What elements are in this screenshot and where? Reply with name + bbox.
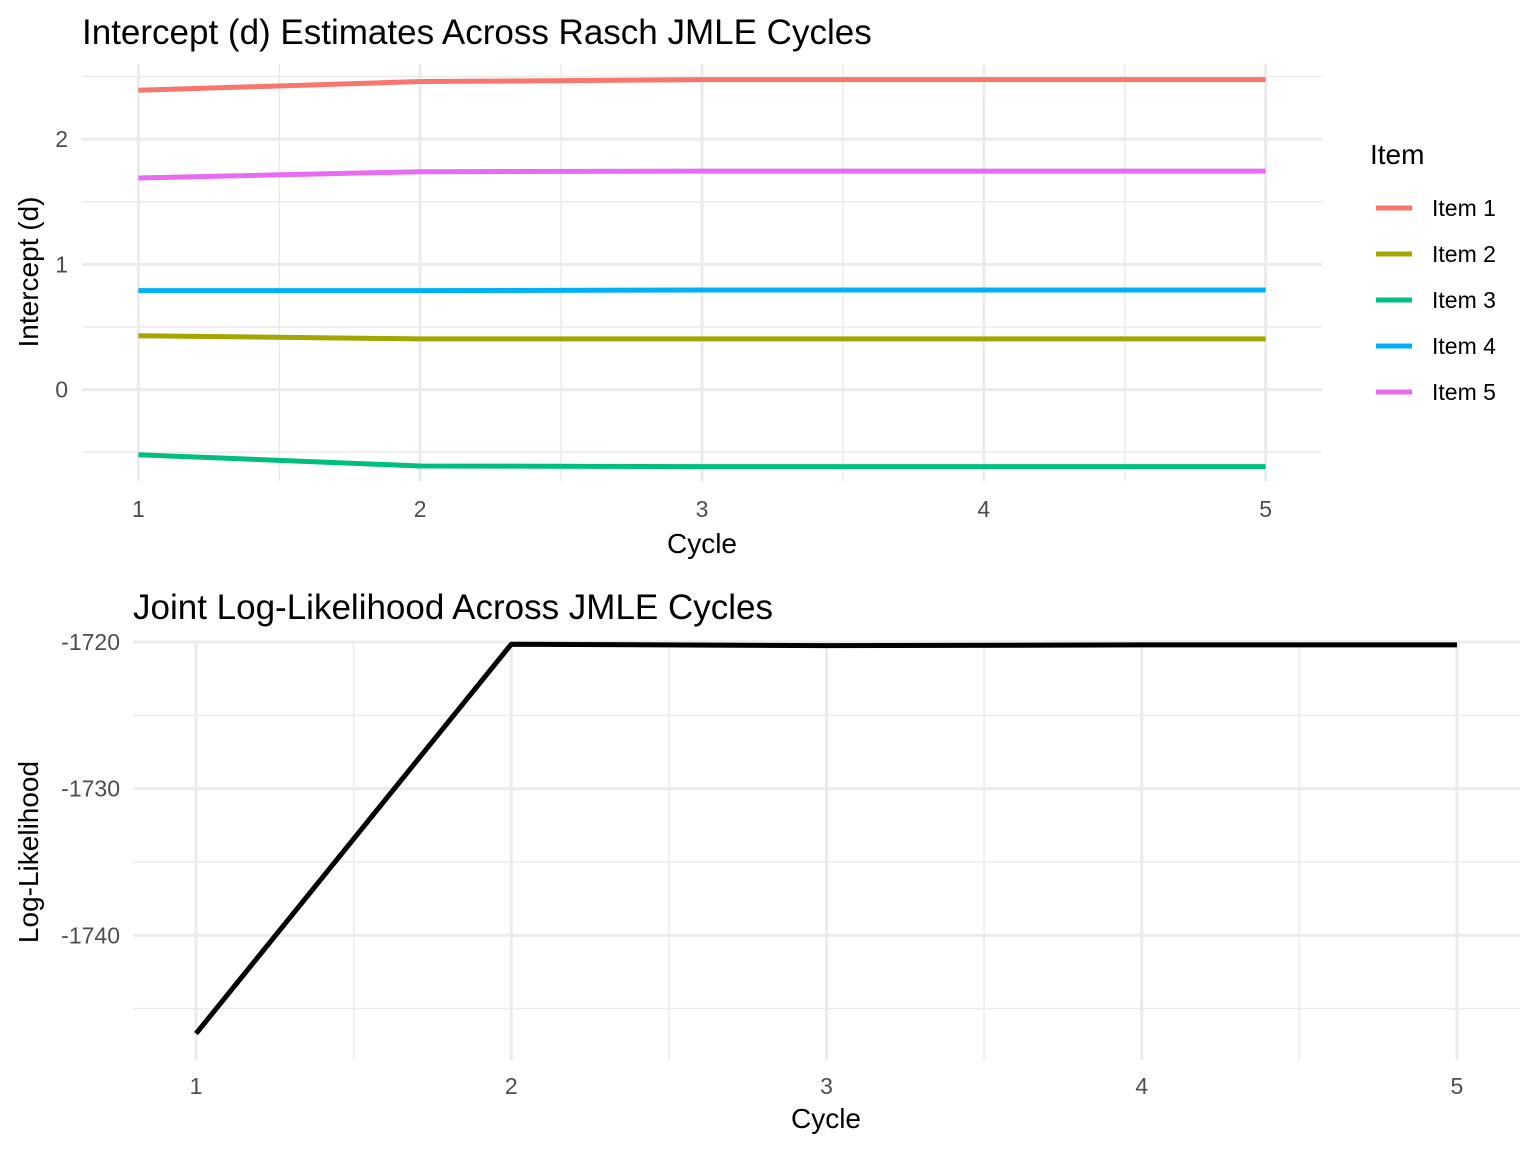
loglik-x-tick-label: 5 [1451,1073,1464,1099]
loglik-y-tick-label: -1740 [61,922,120,948]
loglik-y-ticks: -1720 -1730 -1740 [61,629,120,948]
loglik-chart: Joint Log-Likelihood Across JMLE Cycles … [13,588,1520,1134]
legend-title: Item [1370,139,1424,170]
intercept-x-tick-label: 2 [414,496,427,522]
intercept-x-tick-label: 4 [977,496,990,522]
loglik-x-axis-title: Cycle [791,1103,861,1134]
legend-label-item-1: Item 1 [1432,195,1496,221]
intercept-x-tick-label: 3 [696,496,709,522]
intercept-series-line-item-2 [138,333,1266,342]
loglik-x-tick-label: 2 [505,1073,518,1099]
intercept-x-tick-label: 1 [132,496,145,522]
intercept-chart-title: Intercept (d) Estimates Across Rasch JML… [82,13,872,52]
intercept-y-ticks: 0 1 2 [55,126,68,402]
intercept-y-axis-title: Intercept (d) [13,197,44,348]
intercept-y-tick-label: 1 [55,251,68,277]
intercept-grid [82,64,1322,481]
intercept-series-line-item-5 [138,168,1266,181]
legend-label-item-4: Item 4 [1432,333,1496,359]
loglik-series-line-log-likelihood [194,641,1457,1036]
intercept-x-ticks: 1 2 3 4 5 [132,496,1272,522]
intercept-chart: Intercept (d) Estimates Across Rasch JML… [13,13,1496,559]
loglik-x-tick-label: 1 [190,1073,203,1099]
loglik-y-axis-title: Log-Likelihood [13,761,44,943]
intercept-y-tick-label: 0 [55,377,68,403]
loglik-x-tick-label: 3 [820,1073,833,1099]
loglik-y-tick-label: -1730 [61,776,120,802]
intercept-x-axis-title: Cycle [667,528,737,559]
legend-label-item-3: Item 3 [1432,287,1496,313]
intercept-series-line-item-1 [138,77,1266,93]
loglik-chart-title: Joint Log-Likelihood Across JMLE Cycles [133,588,773,627]
intercept-y-tick-label: 2 [55,126,68,152]
loglik-series-layer [194,641,1457,1036]
loglik-grid [133,640,1520,1060]
legend-label-item-2: Item 2 [1432,241,1496,267]
loglik-x-ticks: 1 2 3 4 5 [190,1073,1464,1099]
intercept-legend: Item Item 1 Item 2 Item 3 Item 4 Item 5 [1370,139,1496,405]
intercept-series-line-item-3 [138,452,1266,470]
legend-label-item-5: Item 5 [1432,379,1496,405]
intercept-series-layer [138,77,1266,470]
loglik-x-tick-label: 4 [1135,1073,1148,1099]
intercept-series-line-item-4 [138,287,1266,294]
loglik-y-tick-label: -1720 [61,629,120,655]
intercept-x-tick-label: 5 [1259,496,1272,522]
